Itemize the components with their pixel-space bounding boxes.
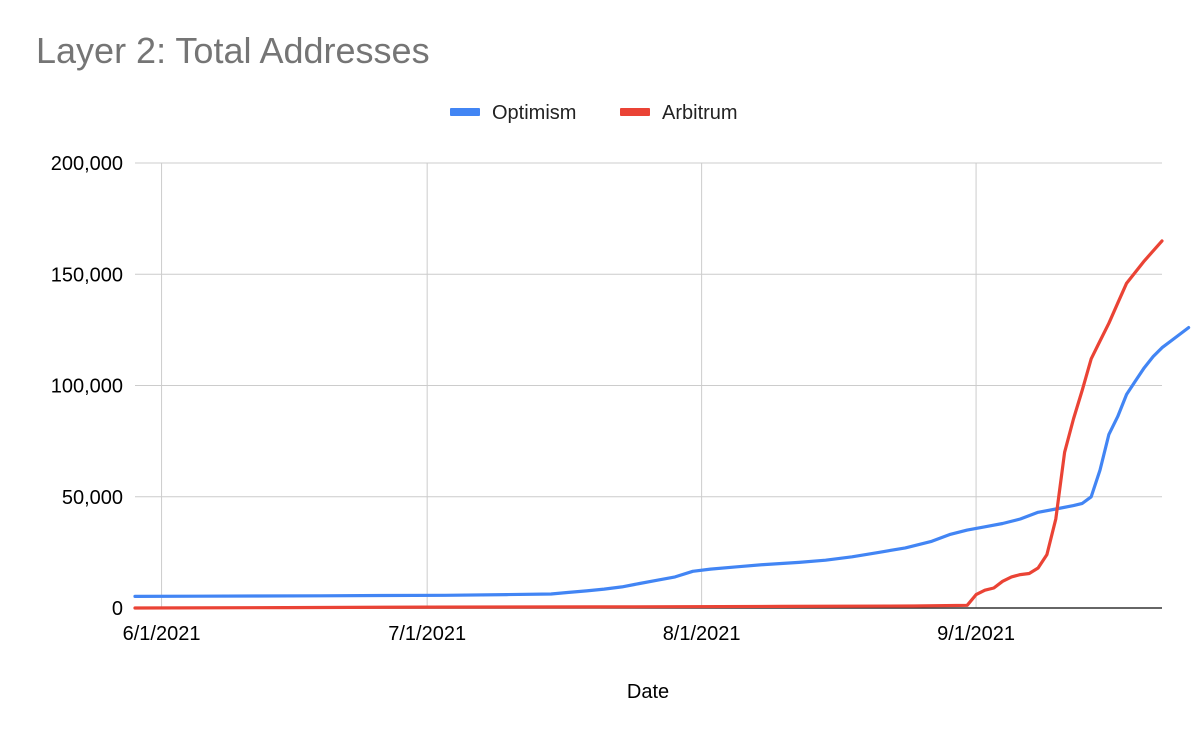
y-tick-label: 200,000 (51, 153, 123, 175)
x-tick-label: 8/1/2021 (663, 623, 741, 645)
x-tick-label: 7/1/2021 (388, 623, 466, 645)
x-tick-label: 6/1/2021 (123, 623, 201, 645)
y-tick-label: 50,000 (62, 487, 123, 509)
y-tick-label: 0 (112, 598, 123, 620)
series-line-optimism (133, 326, 1191, 598)
chart-title: Layer 2: Total Addresses (36, 30, 430, 71)
legend-swatch-arbitrum (620, 108, 650, 116)
y-tick-label: 100,000 (51, 376, 123, 398)
y-tick-label: 150,000 (51, 264, 123, 286)
legend-swatch-optimism (450, 108, 480, 116)
series-line-arbitrum (133, 239, 1164, 610)
legend: Optimism Arbitrum (450, 102, 738, 124)
x-axis-label: Date (627, 681, 669, 703)
series-lines (133, 239, 1191, 610)
legend-label-optimism: Optimism (492, 102, 576, 124)
grid (135, 162, 1162, 608)
axes: 0 50,000 100,000 150,000 200,000 6/1/2021 7/1/… (51, 153, 1162, 645)
x-tick-label: 9/1/2021 (937, 623, 1015, 645)
legend-label-arbitrum: Arbitrum (662, 102, 738, 124)
